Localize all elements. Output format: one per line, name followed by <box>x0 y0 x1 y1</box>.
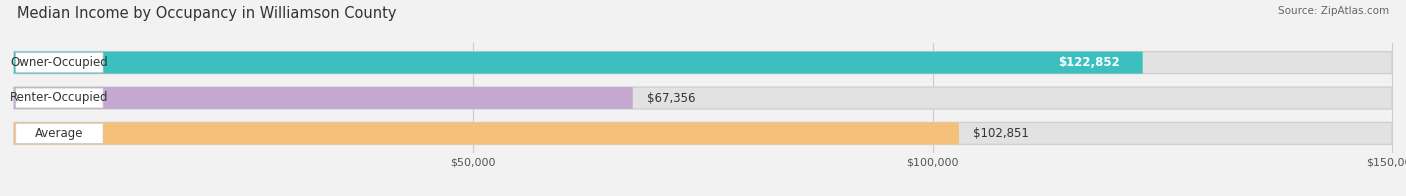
Text: $67,356: $67,356 <box>647 92 695 104</box>
Text: $122,852: $122,852 <box>1057 56 1119 69</box>
Text: Source: ZipAtlas.com: Source: ZipAtlas.com <box>1278 6 1389 16</box>
FancyBboxPatch shape <box>14 52 1392 74</box>
FancyBboxPatch shape <box>14 87 1392 109</box>
FancyBboxPatch shape <box>15 53 103 73</box>
FancyBboxPatch shape <box>14 87 633 109</box>
Text: Owner-Occupied: Owner-Occupied <box>10 56 108 69</box>
FancyBboxPatch shape <box>15 123 103 143</box>
FancyBboxPatch shape <box>14 122 1392 144</box>
Text: Average: Average <box>35 127 83 140</box>
FancyBboxPatch shape <box>14 122 959 144</box>
FancyBboxPatch shape <box>14 52 1143 74</box>
Text: Renter-Occupied: Renter-Occupied <box>10 92 108 104</box>
FancyBboxPatch shape <box>15 88 103 108</box>
Text: Median Income by Occupancy in Williamson County: Median Income by Occupancy in Williamson… <box>17 6 396 21</box>
Text: $102,851: $102,851 <box>973 127 1029 140</box>
